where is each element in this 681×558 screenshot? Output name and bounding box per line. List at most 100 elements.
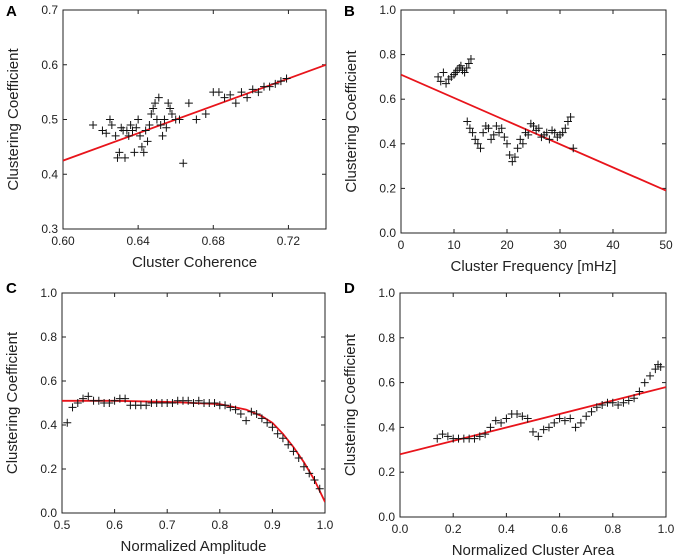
data-point xyxy=(84,392,93,401)
data-point xyxy=(105,115,114,124)
panel-label: D xyxy=(344,280,355,297)
data-point xyxy=(468,128,477,137)
chart-panel-b: B 0 10 20 30 40 50 0.0 0.2 0.4 0.6 0.8 1.0 Cluster Fr… xyxy=(343,3,673,275)
x-tick-label: 0.5 xyxy=(54,518,71,532)
data-point xyxy=(505,150,514,159)
data-point xyxy=(268,423,277,432)
data-point xyxy=(254,88,263,97)
data-point xyxy=(487,135,496,144)
data-point xyxy=(184,99,193,108)
plot-frame xyxy=(399,292,667,518)
x-tick-label: 1.0 xyxy=(658,522,675,536)
data-point xyxy=(210,399,219,407)
data-point xyxy=(89,120,98,129)
data-point xyxy=(115,148,124,157)
y-tick-label: 0.4 xyxy=(40,418,57,432)
data-point xyxy=(497,124,506,133)
y-axis-label: Clustering Coefficient xyxy=(5,48,22,191)
data-point xyxy=(587,407,596,416)
data-point xyxy=(462,63,471,72)
x-tick-label: 0.8 xyxy=(211,518,228,532)
x-tick-label: 0.7 xyxy=(159,518,176,532)
x-tick-label: 0.72 xyxy=(277,234,301,248)
x-tick-label: 20 xyxy=(500,238,514,252)
fit-line xyxy=(400,386,666,456)
data-point xyxy=(284,440,293,449)
data-point xyxy=(473,139,482,148)
x-tick-label: 0 xyxy=(398,238,405,252)
chart-panel-c: C 0.5 0.6 0.7 0.8 0.9 1.0 0.0 0.2 0.4 0.6 0.8 1.0 Nor… xyxy=(4,280,334,555)
data-point xyxy=(539,425,548,434)
x-tick-label: 30 xyxy=(553,238,567,252)
data-point xyxy=(310,476,319,484)
data-point xyxy=(167,110,176,119)
y-tick-label: 0.0 xyxy=(379,226,396,240)
data-point xyxy=(162,123,171,132)
data-point xyxy=(160,115,169,124)
data-point xyxy=(523,414,532,423)
data-point xyxy=(79,394,88,403)
data-point xyxy=(154,93,163,102)
data-point xyxy=(276,77,285,86)
data-point xyxy=(576,418,585,427)
data-point xyxy=(257,414,266,423)
data-point xyxy=(460,68,469,77)
data-point xyxy=(158,131,167,140)
data-point xyxy=(476,144,485,153)
data-point xyxy=(231,405,240,414)
data-point xyxy=(102,129,111,138)
data-point xyxy=(242,416,251,425)
y-tick-label: 0.2 xyxy=(40,462,57,476)
x-tick-label: 50 xyxy=(659,238,673,252)
data-point xyxy=(508,157,517,166)
chart-panel-d: D 0.0 0.2 0.4 0.6 0.8 1.0 0.0 0.2 0.4 0.6 0.8 1.0 Nor… xyxy=(342,280,675,558)
data-point xyxy=(470,434,479,443)
y-tick-label: 0.3 xyxy=(41,222,58,236)
y-tick-label: 0.6 xyxy=(378,376,395,390)
y-tick-label: 0.2 xyxy=(378,465,395,479)
y-tick-label: 0.0 xyxy=(378,510,395,524)
data-point xyxy=(94,396,103,405)
data-point xyxy=(563,117,572,126)
data-point xyxy=(646,371,655,380)
data-point xyxy=(143,137,152,146)
data-point xyxy=(113,153,122,162)
data-point xyxy=(502,414,511,423)
data-point xyxy=(510,153,519,162)
data-point xyxy=(68,403,77,412)
panel-label: B xyxy=(344,3,355,20)
fit-line xyxy=(62,399,325,503)
data-point xyxy=(139,148,148,157)
data-point xyxy=(124,131,133,140)
data-point xyxy=(619,398,628,407)
data-point xyxy=(236,410,245,418)
data-point xyxy=(145,120,154,129)
y-tick-label: 0.4 xyxy=(379,137,396,151)
y-axis-label: Clustering Coefficient xyxy=(342,333,359,476)
data-point xyxy=(442,79,451,88)
data-point xyxy=(491,416,500,425)
data-point xyxy=(164,99,173,108)
data-point xyxy=(651,365,660,374)
data-point xyxy=(640,378,649,387)
data-point xyxy=(168,399,177,407)
data-point xyxy=(192,115,201,124)
data-point xyxy=(243,93,252,102)
data-point xyxy=(534,432,543,441)
plot-frame xyxy=(61,292,326,514)
data-point xyxy=(481,430,490,439)
data-point xyxy=(121,394,130,403)
x-tick-label: 10 xyxy=(447,238,461,252)
data-point xyxy=(294,454,303,462)
data-point xyxy=(518,412,527,421)
data-point xyxy=(534,124,543,133)
data-point xyxy=(134,115,143,124)
x-tick-label: 1.0 xyxy=(317,518,334,532)
y-axis-label: Clustering Coefficient xyxy=(4,331,21,474)
data-point xyxy=(524,130,533,139)
data-point xyxy=(513,409,522,418)
x-axis-label: Cluster Coherence xyxy=(132,254,257,271)
data-point xyxy=(550,418,559,427)
data-point xyxy=(456,61,465,70)
data-point xyxy=(497,418,506,427)
